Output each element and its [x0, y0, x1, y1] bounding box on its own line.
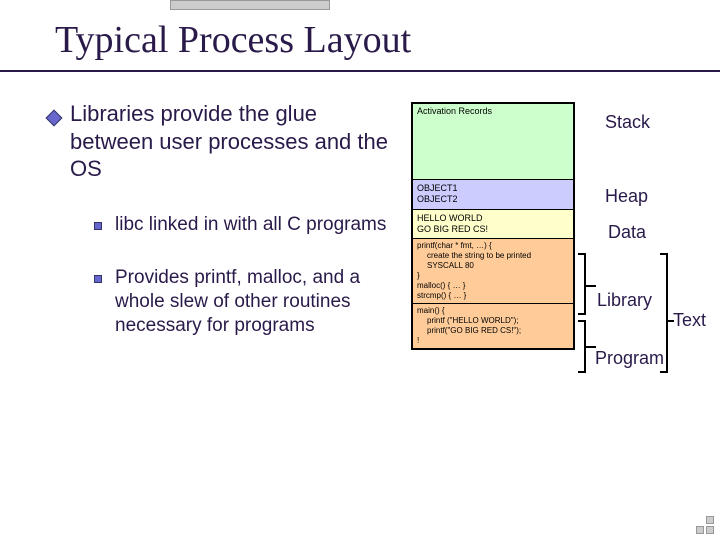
- title-underline: [0, 70, 720, 72]
- prog-line: main() {: [417, 306, 569, 316]
- library-bracket: [578, 253, 586, 315]
- stack-label-inner: Activation Records: [417, 106, 492, 116]
- corner-decoration: [684, 514, 714, 534]
- bullet-diamond-icon: [46, 110, 63, 127]
- main-bullet-text: Libraries provide the glue between user …: [70, 100, 390, 183]
- heap-line: OBJECT2: [417, 194, 569, 205]
- data-line: HELLO WORLD: [417, 213, 569, 224]
- bracket-tick: [668, 320, 674, 322]
- lib-line: SYSCALL 80: [417, 261, 569, 271]
- program-label: Program: [595, 348, 664, 369]
- library-label: Library: [597, 290, 652, 311]
- sub-bullet-2: Provides printf, malloc, and a whole sle…: [115, 266, 390, 337]
- prog-line: printf("GO BIG RED CS!");: [417, 326, 569, 336]
- slide-title: Typical Process Layout: [55, 18, 411, 62]
- heap-line: OBJECT1: [417, 183, 569, 194]
- text-label: Text: [673, 310, 706, 331]
- sub-bullet-1: libc linked in with all C programs: [115, 213, 390, 237]
- heap-label: Heap: [605, 186, 648, 207]
- sub-bullet-square-icon: [94, 222, 102, 230]
- bracket-tick: [586, 346, 596, 348]
- lib-line: printf(char * fmt, …) {: [417, 241, 569, 251]
- lib-line: strcmp() { … }: [417, 291, 569, 301]
- prog-line: !: [417, 336, 569, 346]
- stack-segment: Activation Records: [413, 104, 573, 180]
- data-label: Data: [608, 222, 646, 243]
- lib-line: create the string to be printed: [417, 251, 569, 261]
- lib-line: malloc() { … }: [417, 281, 569, 291]
- data-segment: HELLO WORLD GO BIG RED CS!: [413, 210, 573, 240]
- data-line: GO BIG RED CS!: [417, 224, 569, 235]
- top-accent-bar: [170, 0, 330, 10]
- lib-line: }: [417, 271, 569, 281]
- prog-line: printf ("HELLO WORLD");: [417, 316, 569, 326]
- memory-layout-diagram: Activation Records OBJECT1 OBJECT2 HELLO…: [411, 102, 575, 350]
- text-bracket: [660, 253, 668, 373]
- bracket-tick: [586, 285, 596, 287]
- heap-segment: OBJECT1 OBJECT2: [413, 180, 573, 210]
- stack-label: Stack: [605, 112, 650, 133]
- program-segment: main() { printf ("HELLO WORLD"); printf(…: [413, 304, 573, 348]
- program-bracket: [578, 320, 586, 373]
- sub-bullet-square-icon: [94, 275, 102, 283]
- library-segment: printf(char * fmt, …) { create the strin…: [413, 239, 573, 304]
